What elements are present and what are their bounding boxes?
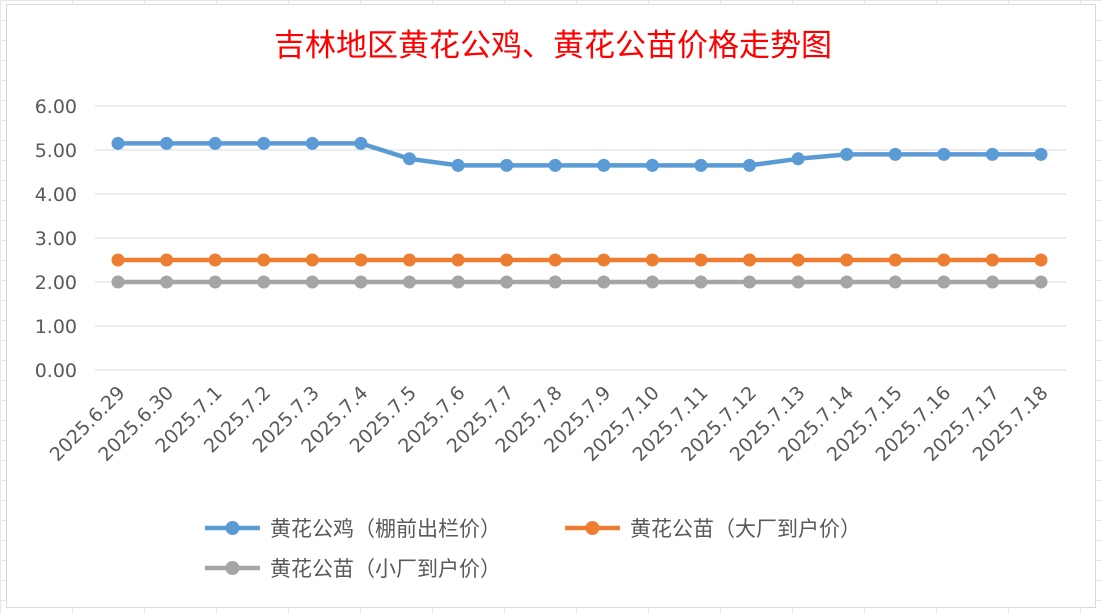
data-point bbox=[888, 147, 902, 161]
data-point bbox=[840, 275, 854, 289]
data-point bbox=[305, 253, 319, 267]
data-point bbox=[257, 275, 271, 289]
data-point bbox=[791, 275, 805, 289]
data-point bbox=[208, 275, 222, 289]
y-tick-label: 6.00 bbox=[35, 96, 77, 118]
data-point bbox=[354, 136, 368, 150]
data-point bbox=[111, 136, 125, 150]
data-point bbox=[500, 253, 514, 267]
legend-item-0: 黄花公鸡（棚前出栏价） bbox=[205, 517, 501, 541]
data-point bbox=[1034, 147, 1048, 161]
data-point bbox=[937, 253, 951, 267]
data-point bbox=[597, 253, 611, 267]
data-point bbox=[888, 253, 902, 267]
legend-label: 黄花公苗（大厂到户价） bbox=[630, 517, 861, 541]
data-point bbox=[402, 253, 416, 267]
y-tick-label: 3.00 bbox=[35, 228, 77, 250]
data-point bbox=[840, 253, 854, 267]
legend-swatch-marker bbox=[225, 521, 240, 535]
data-point bbox=[645, 158, 659, 172]
data-point bbox=[791, 253, 805, 267]
y-axis-ticks: 0.00 1.00 2.00 3.00 4.00 5.00 6.00 bbox=[35, 96, 77, 382]
y-tick-label: 1.00 bbox=[35, 316, 77, 338]
x-axis-ticks: 2025.6.292025.6.302025.7.12025.7.22025.7… bbox=[46, 382, 1053, 466]
data-point bbox=[208, 136, 222, 150]
data-point bbox=[354, 253, 368, 267]
data-point bbox=[160, 275, 174, 289]
legend-label: 黄花公鸡（棚前出栏价） bbox=[270, 517, 501, 541]
data-point bbox=[257, 253, 271, 267]
data-point bbox=[548, 158, 562, 172]
series-line-0 bbox=[118, 141, 1041, 168]
data-point bbox=[305, 275, 319, 289]
data-point bbox=[451, 158, 465, 172]
data-point bbox=[597, 275, 611, 289]
legend-item-1: 黄花公苗（大厂到户价） bbox=[565, 517, 861, 541]
data-point bbox=[548, 253, 562, 267]
series-0 bbox=[111, 136, 1048, 172]
y-tick-label: 0.00 bbox=[35, 360, 77, 382]
data-point bbox=[1034, 253, 1048, 267]
legend-label: 黄花公苗（小厂到户价） bbox=[270, 557, 501, 581]
data-point bbox=[743, 253, 757, 267]
data-point bbox=[597, 158, 611, 172]
y-tick-label: 2.00 bbox=[35, 272, 77, 294]
data-point bbox=[305, 136, 319, 150]
data-point bbox=[645, 275, 659, 289]
data-point bbox=[694, 275, 708, 289]
data-point bbox=[548, 275, 562, 289]
data-point bbox=[257, 136, 271, 150]
data-point bbox=[743, 275, 757, 289]
legend-swatch-marker bbox=[585, 521, 600, 535]
legend-swatch-marker bbox=[225, 561, 240, 575]
data-point bbox=[451, 253, 465, 267]
data-point bbox=[500, 158, 514, 172]
data-point bbox=[500, 275, 514, 289]
chart-title: 吉林地区黄花公鸡、黄花公苗价格走势图 bbox=[274, 28, 832, 64]
data-point bbox=[111, 253, 125, 267]
data-point bbox=[694, 253, 708, 267]
chart-frame[interactable] bbox=[6, 4, 1096, 608]
data-point bbox=[937, 275, 951, 289]
data-point bbox=[985, 253, 999, 267]
data-point bbox=[937, 147, 951, 161]
data-point bbox=[208, 253, 222, 267]
data-point bbox=[160, 253, 174, 267]
y-tick-label: 4.00 bbox=[35, 184, 77, 206]
data-point bbox=[451, 275, 465, 289]
data-point bbox=[402, 275, 416, 289]
legend-item-2: 黄花公苗（小厂到户价） bbox=[205, 557, 501, 581]
data-point bbox=[743, 158, 757, 172]
data-point bbox=[354, 275, 368, 289]
y-tick-label: 5.00 bbox=[35, 140, 77, 162]
data-point bbox=[840, 147, 854, 161]
series-1 bbox=[111, 253, 1048, 267]
data-point bbox=[694, 158, 708, 172]
data-point bbox=[645, 253, 659, 267]
data-point bbox=[985, 275, 999, 289]
data-point bbox=[791, 152, 805, 166]
data-point bbox=[1034, 275, 1048, 289]
legend: 黄花公鸡（棚前出栏价） 黄花公苗（大厂到户价） 黄花公苗（小厂到户价） bbox=[205, 517, 861, 581]
data-point bbox=[985, 147, 999, 161]
data-point bbox=[111, 275, 125, 289]
data-point bbox=[888, 275, 902, 289]
data-point bbox=[402, 152, 416, 166]
series-2 bbox=[111, 275, 1048, 289]
series-lines bbox=[111, 136, 1048, 289]
data-point bbox=[160, 136, 174, 150]
